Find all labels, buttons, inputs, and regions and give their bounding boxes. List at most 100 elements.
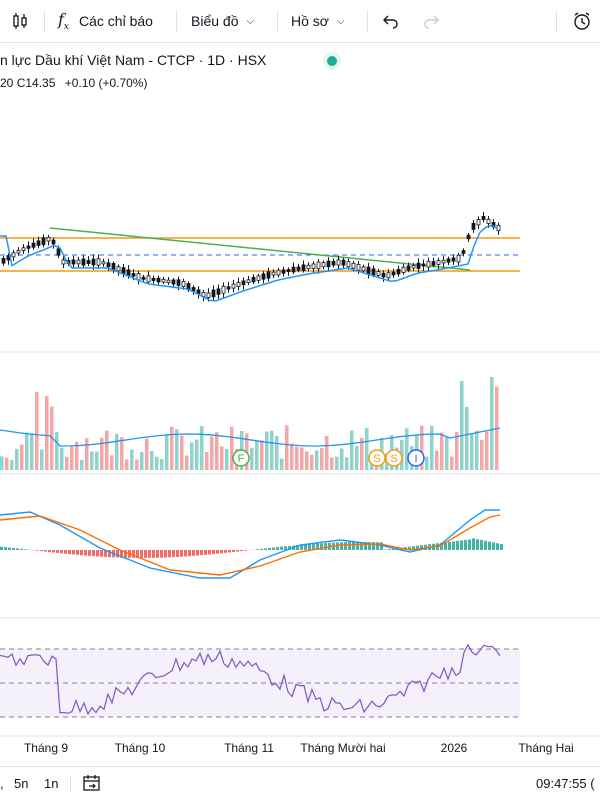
candle-body: [257, 276, 260, 281]
macd-histogram-bar: [456, 541, 459, 550]
volume-bar: [110, 455, 114, 470]
clock-time: 09:47:55 (: [536, 776, 595, 791]
candle-body: [357, 264, 360, 270]
candle-body: [247, 280, 250, 283]
volume-bar: [5, 458, 9, 470]
candle-body: [292, 267, 295, 272]
volume-bar: [125, 459, 129, 470]
volume-bar: [175, 429, 179, 470]
candle-body: [17, 251, 20, 253]
candle-body: [367, 267, 370, 274]
macd-histogram-bar: [12, 548, 15, 550]
candle-body: [142, 277, 145, 279]
macd-histogram-bar: [268, 548, 271, 550]
candle-body: [207, 293, 210, 297]
candle-body: [22, 248, 25, 251]
macd-histogram-bar: [208, 550, 211, 555]
candle-body: [457, 255, 460, 262]
candle-body: [427, 261, 430, 267]
candle-body: [152, 278, 155, 280]
event-marker-label: S: [373, 453, 380, 465]
volume-bar: [215, 432, 219, 470]
macd-histogram-bar: [36, 550, 39, 551]
macd-histogram-bar: [164, 550, 167, 558]
macd-histogram-bar: [200, 550, 203, 555]
volume-bar: [295, 447, 299, 470]
x-axis-label: 2026: [441, 741, 468, 755]
candle-body: [442, 260, 445, 263]
macd-histogram-bar: [116, 550, 119, 558]
candle-body: [342, 260, 345, 265]
volume-bar: [440, 432, 444, 470]
volume-bar: [470, 433, 474, 470]
volume-bar: [185, 455, 189, 470]
volume-bar: [230, 427, 234, 470]
macd-histogram-bar: [144, 550, 147, 558]
macd-histogram-bar: [352, 542, 355, 550]
volume-bar: [340, 449, 344, 470]
candle-body: [237, 282, 240, 286]
macd-histogram-bar: [56, 550, 59, 553]
volume-bar: [225, 449, 229, 470]
candle-body: [117, 267, 120, 271]
volume-bar: [345, 457, 349, 470]
macd-histogram-bar: [264, 548, 267, 550]
macd-histogram-bar: [8, 548, 11, 550]
x-axis-label: Tháng 11: [224, 741, 274, 755]
macd-histogram-bar: [216, 550, 219, 554]
x-axis-label: Tháng 10: [115, 741, 166, 755]
volume-bar: [480, 440, 484, 470]
macd-histogram-bar: [204, 550, 207, 555]
candle-body: [382, 273, 385, 277]
candle-body: [82, 259, 85, 265]
macd-histogram-bar: [496, 543, 499, 550]
candle-body: [162, 279, 165, 282]
macd-histogram-bar: [68, 550, 71, 554]
candle-body: [362, 267, 365, 271]
macd-histogram-bar: [276, 547, 279, 550]
candle-body: [352, 263, 355, 268]
volume-bar: [220, 446, 224, 470]
candle-body: [167, 280, 170, 282]
candle-body: [417, 263, 420, 268]
macd-histogram-bar: [324, 543, 327, 550]
volume-bar: [190, 442, 194, 470]
volume-bar: [255, 440, 259, 470]
range-1y-button[interactable]: 1n: [44, 776, 58, 791]
candle-body: [267, 272, 270, 279]
macd-histogram-bar: [188, 550, 191, 556]
candle-body: [107, 263, 110, 267]
volume-bar: [120, 437, 124, 470]
candle-body: [477, 219, 480, 224]
macd-histogram-bar: [184, 550, 187, 556]
volume-bar: [90, 452, 94, 470]
macd-histogram-bar: [176, 550, 179, 557]
range-partial[interactable]: ,: [0, 776, 4, 791]
macd-histogram-bar: [480, 540, 483, 550]
macd-histogram-bar: [24, 549, 27, 550]
macd-histogram-bar: [224, 550, 227, 553]
candle-body: [92, 259, 95, 265]
macd-histogram-bar: [192, 550, 195, 556]
event-marker-label: S: [390, 453, 397, 465]
date-range-icon[interactable]: [82, 774, 102, 795]
candle-body: [72, 260, 75, 264]
macd-histogram-bar: [240, 550, 243, 551]
candle-body: [337, 260, 340, 265]
macd-histogram-bar: [84, 550, 87, 556]
macd-histogram-bar: [492, 542, 495, 550]
macd-histogram-bar: [236, 550, 239, 552]
volume-bar: [85, 438, 89, 470]
candle-body: [272, 272, 275, 275]
volume-bar: [210, 436, 214, 470]
volume-bar: [205, 452, 209, 470]
volume-bar: [140, 452, 144, 470]
candle-body: [407, 266, 410, 270]
candle-body: [482, 216, 485, 219]
volume-bar: [270, 431, 274, 470]
range-5d-button[interactable]: 5n: [14, 776, 28, 791]
candle-body: [262, 274, 265, 279]
volume-bar: [310, 455, 314, 470]
candle-body: [212, 290, 215, 297]
